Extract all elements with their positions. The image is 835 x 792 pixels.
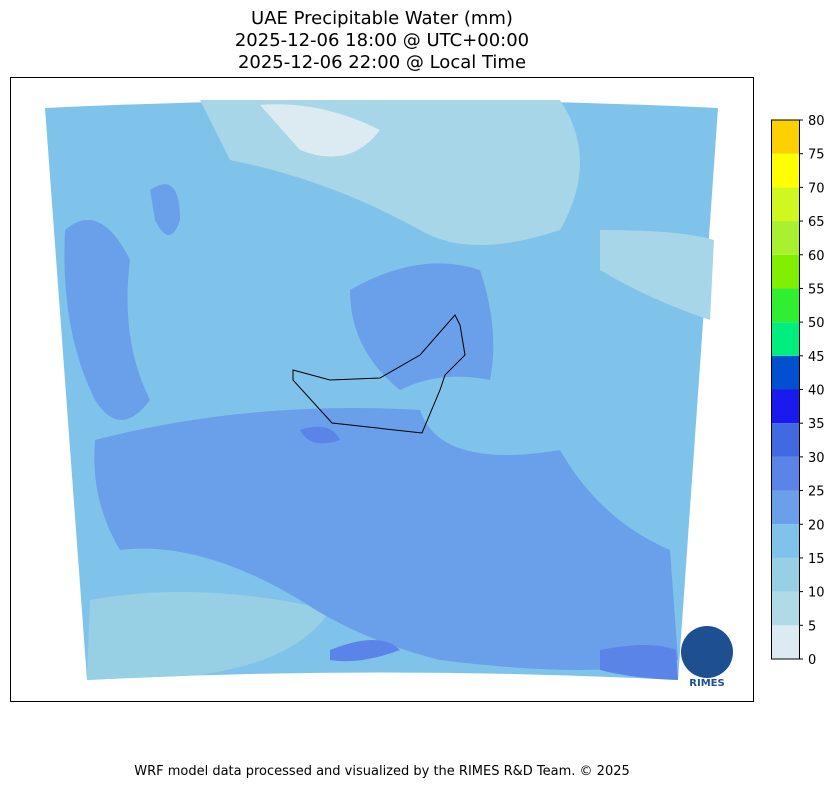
tick-label: 70 xyxy=(808,181,825,196)
colorbar-segment xyxy=(771,153,799,188)
colorbar-segment xyxy=(771,120,799,154)
tick-label: 80 xyxy=(808,114,825,129)
tick-label: 45 xyxy=(808,350,825,365)
colorbar-segment xyxy=(771,423,799,457)
title-line: UAE Precipitable Water (mm) xyxy=(251,8,513,29)
colorbar-segment xyxy=(771,625,799,659)
tick-label: 20 xyxy=(808,518,825,533)
colorbar-segment xyxy=(771,254,799,289)
colorbar-segment xyxy=(771,389,799,424)
tick-label: 0 xyxy=(808,653,816,668)
colorbar-segment xyxy=(771,456,799,491)
tick-label: 60 xyxy=(808,249,825,264)
colorbar-segment xyxy=(771,591,799,626)
tick-label: 25 xyxy=(808,485,825,500)
tick-label: 15 xyxy=(808,552,825,567)
tick-label: 55 xyxy=(808,282,825,297)
tick-label: 50 xyxy=(808,316,825,331)
logo-text: RIMES xyxy=(689,678,724,689)
colorbar-segment xyxy=(771,221,799,255)
tick-label: 35 xyxy=(808,417,825,432)
map-frame xyxy=(10,77,754,702)
colorbar-segment xyxy=(771,557,799,592)
tick-label: 75 xyxy=(808,148,825,163)
tick-label: 65 xyxy=(808,215,825,230)
colorbar-segment xyxy=(771,322,799,356)
colorbar-segment xyxy=(771,524,799,558)
colorbar-segment xyxy=(771,288,799,323)
tick-label: 40 xyxy=(808,384,825,399)
footer: WRF model data processed and visualized … xyxy=(134,764,630,779)
colorbar-segment xyxy=(771,355,799,390)
colorbar-segment xyxy=(771,490,799,525)
tick-label: 10 xyxy=(808,586,825,601)
title-line: 2025-12-06 18:00 @ UTC+00:00 xyxy=(235,30,529,51)
tick-label: 5 xyxy=(808,619,816,634)
colorbar-segment xyxy=(771,187,799,222)
tick-label: 30 xyxy=(808,451,825,466)
title-line: 2025-12-06 22:00 @ Local Time xyxy=(238,52,526,73)
colorbar: 0 5 10 15 20 25 30 35 40 45 50 55 60 65 70 75 80 xyxy=(771,114,825,668)
map: RIMES xyxy=(45,100,733,689)
